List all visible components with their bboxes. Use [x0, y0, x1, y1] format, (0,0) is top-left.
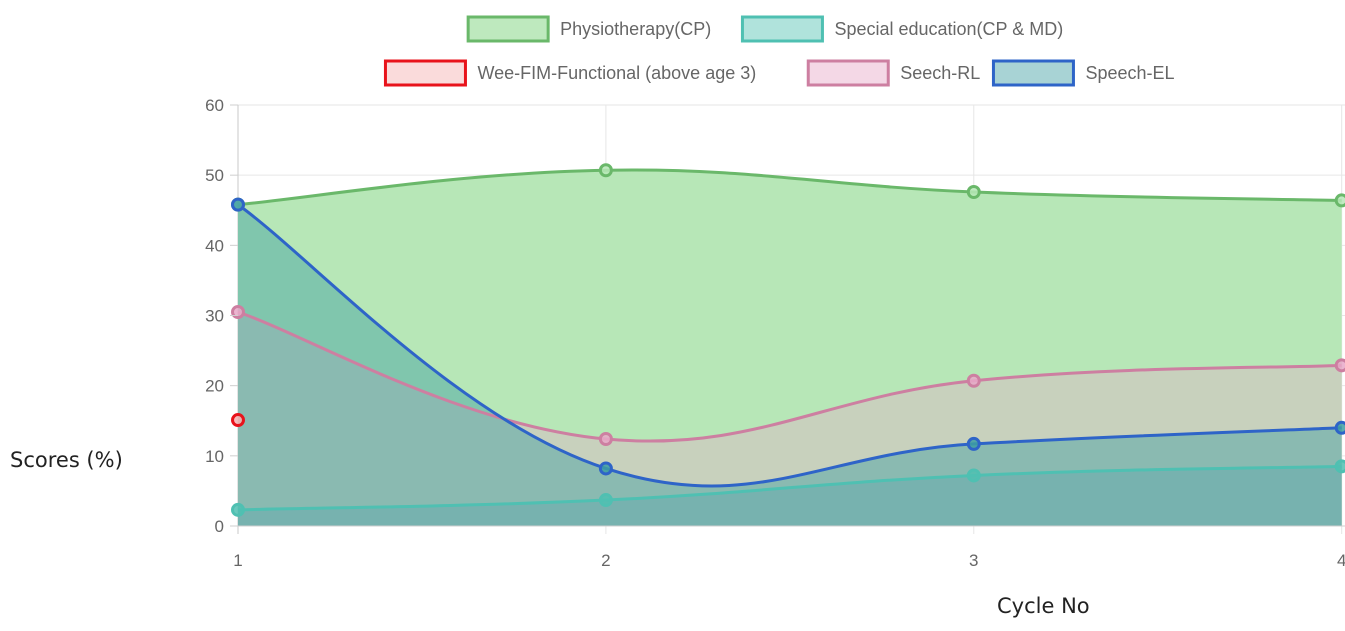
y-tick-label: 20 [205, 377, 224, 396]
y-tick-label: 0 [215, 517, 224, 536]
legend-label: Wee-FIM-Functional (above age 3) [477, 63, 756, 83]
legend-item-0[interactable]: Physiotherapy(CP) [468, 17, 711, 41]
legend-swatch [385, 61, 465, 85]
data-point-0[interactable] [968, 187, 979, 198]
data-point-2[interactable] [233, 415, 244, 426]
y-tick-label: 50 [205, 166, 224, 185]
legend: Physiotherapy(CP) Special education(CP & … [385, 17, 1174, 85]
data-point-1[interactable] [233, 504, 244, 515]
y-tick-label: 60 [205, 96, 224, 115]
data-point-3[interactable] [600, 433, 611, 444]
data-point-4[interactable] [1336, 422, 1345, 433]
legend-label: Physiotherapy(CP) [560, 19, 711, 39]
x-tick-label: 4 [1337, 551, 1345, 570]
legend-item-3[interactable]: Seech-RL [808, 61, 980, 85]
data-point-3[interactable] [1336, 360, 1345, 371]
x-tick-label: 2 [601, 551, 610, 570]
x-axis-label: Cycle No [997, 594, 1090, 618]
y-tick-label: 10 [205, 447, 224, 466]
legend-label: Speech-EL [1085, 63, 1174, 83]
legend-swatch [993, 61, 1073, 85]
legend-swatch [468, 17, 548, 41]
legend-label: Special education(CP & MD) [834, 19, 1063, 39]
legend-item-1[interactable]: Special education(CP & MD) [742, 17, 1063, 41]
legend-item-4[interactable]: Speech-EL [993, 61, 1174, 85]
data-point-0[interactable] [1336, 195, 1345, 206]
y-tick-label: 40 [205, 236, 224, 255]
data-point-1[interactable] [600, 495, 611, 506]
data-point-4[interactable] [968, 438, 979, 449]
data-point-1[interactable] [1336, 461, 1345, 472]
data-point-0[interactable] [600, 165, 611, 176]
data-point-3[interactable] [968, 375, 979, 386]
legend-label: Seech-RL [900, 63, 980, 83]
data-point-4[interactable] [233, 199, 244, 210]
data-point-4[interactable] [600, 463, 611, 474]
legend-item-2[interactable]: Wee-FIM-Functional (above age 3) [385, 61, 756, 85]
y-axis-label: Scores (%) [10, 448, 123, 472]
x-tick-label: 3 [969, 551, 978, 570]
series-areas [238, 170, 1342, 526]
legend-swatch [808, 61, 888, 85]
legend-swatch [742, 17, 822, 41]
data-point-1[interactable] [968, 470, 979, 481]
x-tick-label: 1 [233, 551, 242, 570]
y-tick-label: 30 [205, 307, 224, 326]
